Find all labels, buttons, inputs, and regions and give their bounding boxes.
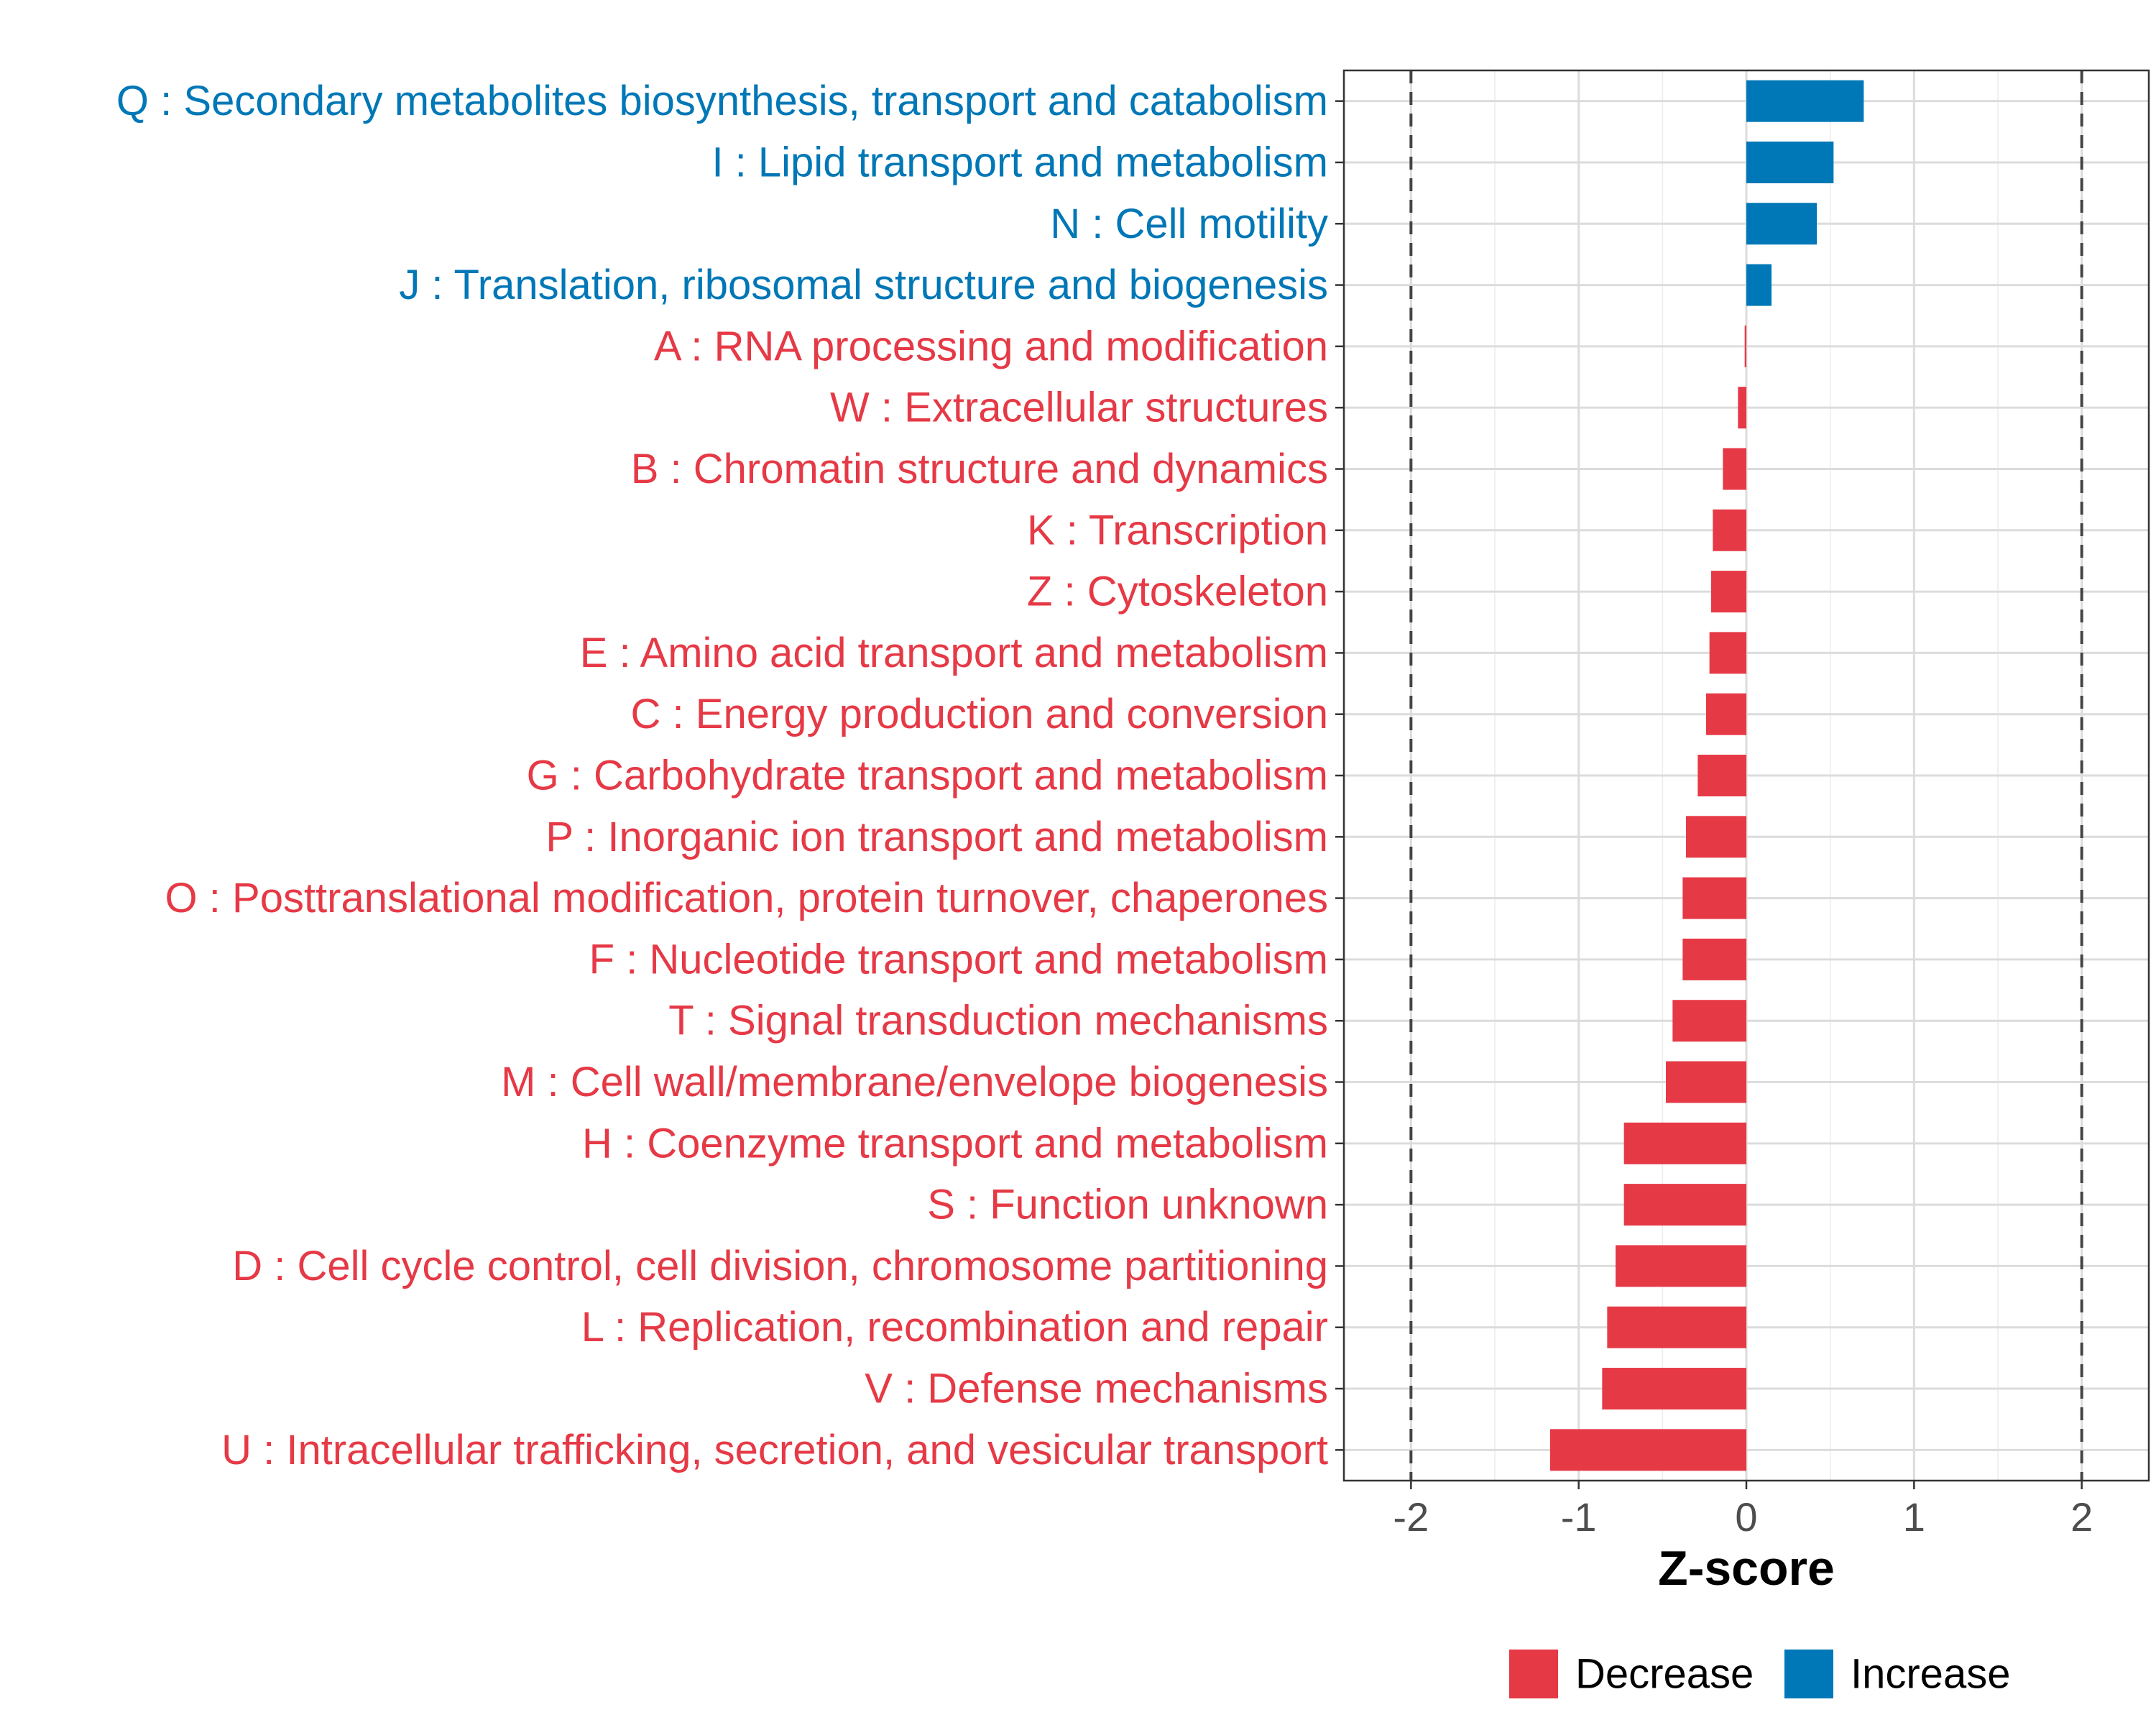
bar: [1602, 1368, 1746, 1410]
category-label: J : Translation, ribosomal structure and…: [399, 262, 1328, 308]
category-label: N : Cell motility: [1050, 201, 1328, 247]
category-label: C : Energy production and conversion: [631, 691, 1328, 737]
category-label: V : Defense mechanisms: [865, 1366, 1328, 1412]
x-tick-label: -2: [1393, 1494, 1429, 1540]
category-label: P : Inorganic ion transport and metaboli…: [545, 814, 1328, 860]
category-label: F : Nucleotide transport and metabolism: [589, 936, 1328, 983]
legend-label: Decrease: [1575, 1651, 1754, 1698]
x-axis-title: Z-score: [1658, 1541, 1835, 1596]
legend: Decrease Increase: [1509, 1650, 2010, 1698]
bar: [1744, 325, 1746, 367]
bars: [1550, 80, 1864, 1471]
category-label: M : Cell wall/membrane/envelope biogenes…: [501, 1059, 1328, 1105]
bar: [1607, 1306, 1746, 1348]
bar: [1686, 816, 1746, 858]
y-ticks: [1335, 100, 1344, 1451]
category-label: A : RNA processing and modification: [654, 323, 1328, 369]
category-label: L : Replication, recombination and repai…: [581, 1304, 1328, 1351]
bar: [1706, 693, 1746, 735]
bar: [1711, 571, 1746, 613]
category-label: E : Amino acid transport and metabolism: [580, 630, 1328, 676]
bar: [1713, 509, 1746, 551]
x-ticks: -2 -1 0 1 2: [1393, 1481, 2093, 1540]
bar: [1746, 264, 1772, 306]
legend-label: Increase: [1851, 1651, 2010, 1698]
category-label: Q : Secondary metabolites biosynthesis, …: [116, 78, 1328, 124]
reference-lines: [1409, 70, 2083, 1481]
bar: [1623, 1184, 1746, 1226]
legend-swatch: [1784, 1650, 1833, 1698]
x-tick-label: 1: [1903, 1494, 1925, 1540]
bar: [1738, 387, 1746, 429]
category-label: G : Carbohydrate transport and metabolis…: [527, 753, 1328, 799]
category-label: Z : Cytoskeleton: [1027, 569, 1328, 615]
category-label: W : Extracellular structures: [830, 385, 1328, 431]
bar: [1697, 754, 1746, 797]
bar: [1550, 1429, 1746, 1471]
legend-swatch: [1509, 1650, 1558, 1698]
x-tick-label: 2: [2070, 1494, 2093, 1540]
bar: [1666, 1061, 1746, 1103]
x-tick-label: 0: [1735, 1494, 1757, 1540]
category-label: T : Signal transduction mechanisms: [668, 998, 1328, 1044]
bar: [1623, 1122, 1746, 1164]
bar: [1746, 141, 1834, 183]
category-label: H : Coenzyme transport and metabolism: [582, 1120, 1328, 1167]
category-label: D : Cell cycle control, cell division, c…: [232, 1243, 1328, 1289]
category-label: B : Chromatin structure and dynamics: [631, 446, 1328, 492]
bar: [1616, 1245, 1746, 1287]
bar: [1746, 203, 1817, 245]
bar: [1682, 938, 1746, 980]
category-label: I : Lipid transport and metabolism: [711, 139, 1328, 185]
bar: [1709, 632, 1746, 674]
category-labels: Q : Secondary metabolites biosynthesis, …: [116, 78, 1328, 1473]
category-label: K : Transcription: [1027, 507, 1328, 553]
category-label: O : Posttranslational modification, prot…: [165, 875, 1328, 921]
category-label: S : Function unknown: [927, 1182, 1328, 1228]
bar: [1672, 1000, 1746, 1042]
bar: [1723, 448, 1746, 490]
x-tick-label: -1: [1561, 1494, 1597, 1540]
bar: [1746, 80, 1864, 122]
bar: [1682, 877, 1746, 919]
category-label: U : Intracellular trafficking, secretion…: [221, 1427, 1328, 1473]
